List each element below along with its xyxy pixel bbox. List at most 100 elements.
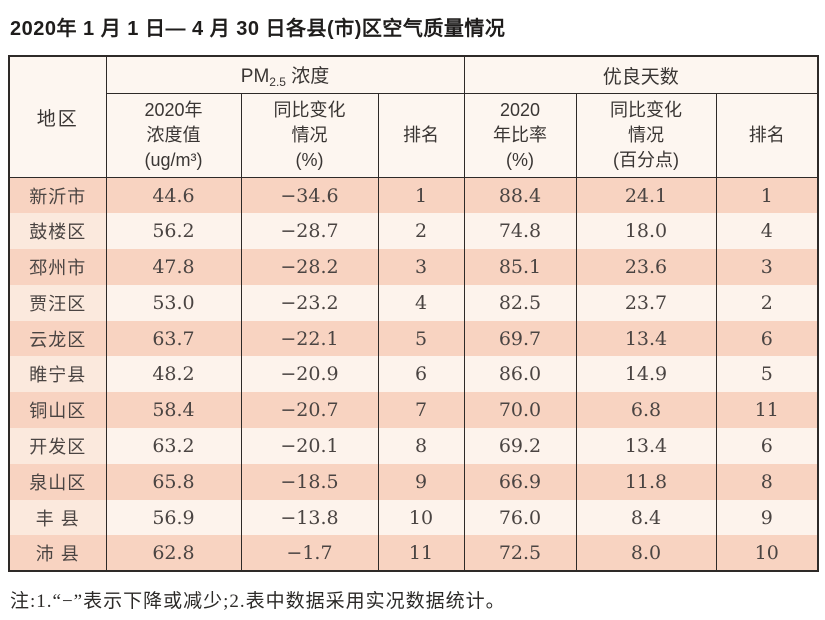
header-good-change: 同比变化 情况 (百分点): [575, 93, 717, 178]
cell-pm-rank: 7: [377, 392, 465, 429]
header-good-change-line2: 情况: [628, 125, 664, 145]
cell-good-ratio: 76.0: [463, 499, 577, 536]
air-quality-table: 地区 PM2.5 浓度 优良天数 2020年 浓度值 (ug/m³) 同比变化 …: [8, 55, 819, 573]
cell-good-ratio: 88.4: [463, 177, 577, 214]
header-good-change-line3: (百分点): [613, 150, 679, 170]
cell-pm-rank: 6: [377, 356, 465, 393]
cell-pm-value: 62.8: [105, 535, 242, 572]
cell-pm-value: 65.8: [105, 463, 242, 500]
table-row: 贾汪区 53.0 −23.2 4 82.5 23.7 2: [8, 284, 819, 321]
header-good-change-line1: 同比变化: [610, 100, 682, 120]
cell-region: 邳州市: [8, 249, 107, 285]
cell-pm-value: 44.6: [105, 177, 242, 214]
cell-pm-rank: 4: [377, 284, 465, 321]
cell-pm-change: −13.8: [240, 499, 379, 536]
header-pm-value-line1: 2020年: [144, 100, 203, 120]
cell-good-change: 13.4: [575, 320, 717, 357]
cell-good-ratio: 69.2: [463, 428, 577, 464]
cell-pm-change: −34.6: [240, 177, 379, 214]
cell-good-rank: 1: [715, 177, 819, 214]
cell-pm-change: −18.5: [240, 463, 379, 500]
header-good-ratio-line1: 2020: [499, 100, 541, 120]
cell-region: 铜山区: [8, 392, 107, 429]
table-row: 沛 县 62.8 −1.7 11 72.5 8.0 10: [8, 535, 819, 572]
table-row: 泉山区 65.8 −18.5 9 66.9 11.8 8: [8, 463, 819, 500]
cell-region: 开发区: [8, 428, 107, 464]
cell-good-change: 8.4: [575, 499, 717, 536]
header-sub-row: 2020年 浓度值 (ug/m³) 同比变化 情况 (%) 排名 2020 年比…: [9, 93, 819, 178]
cell-pm-rank: 3: [377, 249, 465, 285]
cell-region: 泉山区: [8, 463, 107, 500]
cell-good-change: 14.9: [575, 356, 717, 393]
table-body: 新沂市 44.6 −34.6 1 88.4 24.1 1 鼓楼区 56.2 −28.7 2 74.8 1…: [8, 177, 819, 572]
header-good-rank: 排名: [715, 93, 819, 178]
cell-pm-rank: 2: [377, 213, 465, 250]
cell-good-ratio: 70.0: [463, 392, 577, 429]
cell-good-ratio: 85.1: [463, 249, 577, 285]
cell-region: 沛 县: [8, 535, 107, 572]
table-row: 开发区 63.2 −20.1 8 69.2 13.4 6: [8, 428, 819, 464]
header-good-ratio-line2: 年比率: [493, 125, 547, 145]
header-group-good-days: 优良天数: [463, 55, 819, 94]
table-row: 鼓楼区 56.2 −28.7 2 74.8 18.0 4: [8, 213, 819, 250]
cell-good-ratio: 69.7: [463, 320, 577, 357]
cell-pm-rank: 5: [377, 320, 465, 357]
cell-pm-value: 58.4: [105, 392, 242, 429]
table-row: 丰 县 56.9 −13.8 10 76.0 8.4 9: [8, 499, 819, 536]
header-group-row: 地区 PM2.5 浓度 优良天数: [8, 55, 819, 178]
cell-region: 丰 县: [8, 499, 107, 536]
cell-pm-change: −23.2: [240, 284, 379, 321]
table-row: 邳州市 47.8 −28.2 3 85.1 23.6 3: [8, 249, 819, 285]
header-pm-rank: 排名: [377, 93, 465, 178]
cell-pm-change: −1.7: [240, 535, 379, 572]
cell-good-rank: 5: [715, 356, 819, 393]
cell-pm-change: −28.2: [240, 249, 379, 285]
cell-pm-change: −28.7: [240, 213, 379, 250]
cell-good-change: 6.8: [575, 392, 717, 429]
cell-pm-value: 48.2: [105, 356, 242, 393]
pm25-label-subscript: 2.5: [269, 75, 286, 89]
cell-pm-change: −20.1: [240, 428, 379, 464]
header-pm-value-line2: 浓度值: [146, 125, 201, 145]
table-row: 云龙区 63.7 −22.1 5 69.7 13.4 6: [8, 320, 819, 357]
cell-good-rank: 10: [715, 535, 819, 572]
cell-pm-change: −20.9: [240, 356, 379, 393]
cell-pm-value: 47.8: [105, 249, 242, 285]
header-pm-value: 2020年 浓度值 (ug/m³): [105, 93, 242, 178]
cell-region: 贾汪区: [8, 284, 107, 321]
cell-pm-rank: 10: [377, 499, 465, 536]
cell-region: 云龙区: [8, 320, 107, 357]
cell-pm-value: 63.2: [105, 428, 242, 464]
cell-good-ratio: 86.0: [463, 356, 577, 393]
header-good-ratio: 2020 年比率 (%): [463, 93, 577, 178]
cell-good-ratio: 74.8: [463, 213, 577, 250]
cell-good-rank: 11: [715, 392, 819, 429]
table-row: 睢宁县 48.2 −20.9 6 86.0 14.9 5: [8, 356, 819, 393]
header-group-pm25: PM2.5 浓度: [105, 55, 465, 94]
cell-pm-rank: 8: [377, 428, 465, 464]
header-pm-change-line1: 同比变化: [273, 100, 346, 120]
cell-good-rank: 8: [715, 463, 819, 500]
table-header: 地区 PM2.5 浓度 优良天数 2020年 浓度值 (ug/m³) 同比变化 …: [8, 55, 819, 178]
cell-good-rank: 9: [715, 499, 819, 536]
pm25-label-suffix: 浓度: [285, 66, 330, 87]
cell-good-rank: 6: [715, 428, 819, 464]
cell-good-rank: 4: [715, 213, 819, 250]
cell-pm-change: −20.7: [240, 392, 379, 429]
cell-region: 鼓楼区: [8, 213, 107, 250]
cell-pm-rank: 9: [377, 463, 465, 500]
cell-good-rank: 6: [715, 320, 819, 357]
cell-pm-change: −22.1: [240, 320, 379, 357]
cell-pm-value: 63.7: [105, 320, 242, 357]
header-pm-change: 同比变化 情况 (%): [240, 93, 379, 178]
header-pm-change-line2: 情况: [291, 125, 328, 145]
cell-good-change: 23.6: [575, 249, 717, 285]
cell-good-rank: 3: [715, 249, 819, 285]
cell-pm-rank: 1: [377, 177, 465, 214]
header-pm-change-line3: (%): [295, 150, 324, 170]
page-title: 2020年 1 月 1 日— 4 月 30 日各县(市)区空气质量情况: [10, 18, 506, 40]
cell-pm-value: 53.0: [105, 284, 242, 321]
cell-good-ratio: 66.9: [463, 463, 577, 500]
cell-good-change: 8.0: [575, 535, 717, 572]
